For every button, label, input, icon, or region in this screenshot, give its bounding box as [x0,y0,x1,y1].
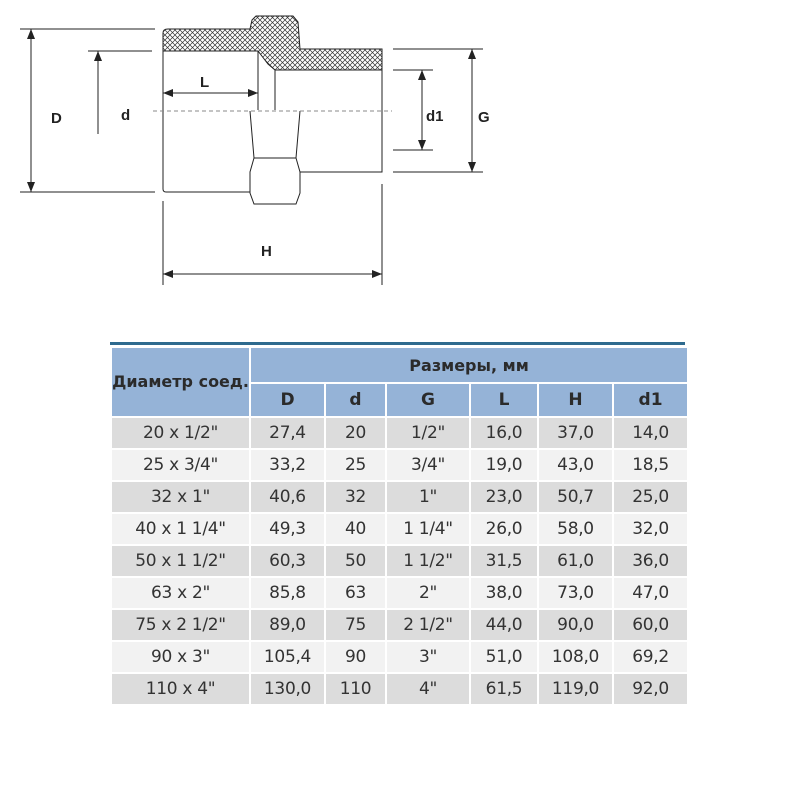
cell-d: 105,4 [251,642,324,672]
cell-g: 4" [387,674,469,704]
cell-d1: 32,0 [614,514,688,544]
cell-l: 44,0 [471,610,537,640]
cell-l: 61,5 [471,674,537,704]
cell-diameter: 25 x 3/4" [112,450,249,480]
cell-h: 73,0 [539,578,612,608]
cell-h: 108,0 [539,642,612,672]
cell-l: 16,0 [471,418,537,448]
cell-diameter: 40 x 1 1/4" [112,514,249,544]
cell-d: 40 [326,514,385,544]
column-header-g: G [387,384,469,416]
cell-diameter: 50 x 1 1/2" [112,546,249,576]
cell-d: 32 [326,482,385,512]
label-d: d [121,107,130,124]
table-row: 25 x 3/4" 33,2 25 3/4" 19,0 43,0 18,5 [112,450,688,480]
cell-d: 33,2 [251,450,324,480]
cell-d: 25 [326,450,385,480]
cell-g: 3/4" [387,450,469,480]
label-d1: d1 [426,108,444,125]
column-header-l: L [471,384,537,416]
cell-d1: 18,5 [614,450,688,480]
cell-l: 19,0 [471,450,537,480]
cell-diameter: 20 x 1/2" [112,418,249,448]
cell-d: 40,6 [251,482,324,512]
table-row: 75 x 2 1/2" 89,0 75 2 1/2" 44,0 90,0 60,0 [112,610,688,640]
header-dimensions: Размеры, мм [251,348,688,382]
cell-d1: 14,0 [614,418,688,448]
cell-d: 20 [326,418,385,448]
cell-l: 31,5 [471,546,537,576]
cell-h: 119,0 [539,674,612,704]
cell-d: 49,3 [251,514,324,544]
cell-l: 26,0 [471,514,537,544]
cell-diameter: 63 x 2" [112,578,249,608]
cell-diameter: 110 x 4" [112,674,249,704]
cell-d: 85,8 [251,578,324,608]
header-diameter: Диаметр соед. [112,348,249,416]
table-row: 110 x 4" 130,0 110 4" 61,5 119,0 92,0 [112,674,688,704]
cell-l: 51,0 [471,642,537,672]
column-header-d: d [326,384,385,416]
cell-g: 1 1/4" [387,514,469,544]
cell-g: 1 1/2" [387,546,469,576]
cell-h: 58,0 [539,514,612,544]
cell-l: 23,0 [471,482,537,512]
cell-d1: 92,0 [614,674,688,704]
column-header-d: D [251,384,324,416]
cell-d: 130,0 [251,674,324,704]
column-header-d1: d1 [614,384,688,416]
cell-d: 75 [326,610,385,640]
cell-d: 90 [326,642,385,672]
table-row: 50 x 1 1/2" 60,3 50 1 1/2" 31,5 61,0 36,0 [112,546,688,576]
table-row: 20 x 1/2" 27,4 20 1/2" 16,0 37,0 14,0 [112,418,688,448]
cell-l: 38,0 [471,578,537,608]
cell-h: 90,0 [539,610,612,640]
label-H: H [261,243,272,260]
cell-d1: 60,0 [614,610,688,640]
cell-h: 61,0 [539,546,612,576]
cell-d1: 47,0 [614,578,688,608]
cell-d1: 36,0 [614,546,688,576]
cell-d: 50 [326,546,385,576]
cell-diameter: 90 x 3" [112,642,249,672]
cell-g: 2" [387,578,469,608]
table-row: 40 x 1 1/4" 49,3 40 1 1/4" 26,0 58,0 32,0 [112,514,688,544]
cell-d: 27,4 [251,418,324,448]
cell-h: 37,0 [539,418,612,448]
cell-d: 89,0 [251,610,324,640]
table-row: 32 x 1" 40,6 32 1" 23,0 50,7 25,0 [112,482,688,512]
label-D: D [51,110,62,127]
cell-h: 50,7 [539,482,612,512]
fitting-drawing: D d L d1 G H [20,15,490,285]
label-L: L [200,74,209,91]
cell-d1: 69,2 [614,642,688,672]
cell-h: 43,0 [539,450,612,480]
cell-d1: 25,0 [614,482,688,512]
cell-d: 110 [326,674,385,704]
cell-d: 60,3 [251,546,324,576]
table-row: 90 x 3" 105,4 90 3" 51,0 108,0 69,2 [112,642,688,672]
cell-g: 1/2" [387,418,469,448]
cell-g: 1" [387,482,469,512]
cell-diameter: 32 x 1" [112,482,249,512]
hatched-shell [162,15,383,71]
cell-g: 3" [387,642,469,672]
table-row: 63 x 2" 85,8 63 2" 38,0 73,0 47,0 [112,578,688,608]
column-header-h: H [539,384,612,416]
label-G: G [478,109,490,126]
cell-g: 2 1/2" [387,610,469,640]
cell-diameter: 75 x 2 1/2" [112,610,249,640]
cell-d: 63 [326,578,385,608]
